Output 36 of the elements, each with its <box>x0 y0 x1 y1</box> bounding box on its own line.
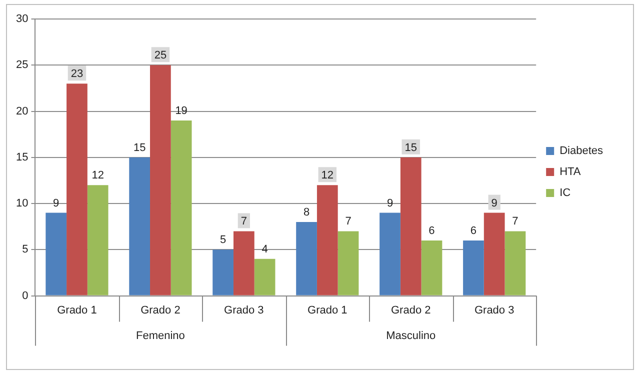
y-tick-label: 0 <box>22 290 28 302</box>
data-label: 15 <box>404 142 417 154</box>
data-label: 6 <box>428 224 435 237</box>
y-tick-label: 25 <box>16 59 28 72</box>
data-label: 12 <box>321 170 334 182</box>
data-label: 9 <box>53 197 60 210</box>
data-label: 7 <box>345 216 352 228</box>
x-tick-label: Grado 3 <box>474 304 514 316</box>
x-tick-label: Grado 1 <box>57 304 97 316</box>
text: Masculino <box>386 330 436 342</box>
data-label: 23 <box>70 68 84 80</box>
data-label: 19 <box>175 105 188 118</box>
legend-label: HTA <box>560 166 582 178</box>
data-label: 9 <box>386 197 394 210</box>
legend-label: IC <box>560 187 571 200</box>
data-label: 15 <box>133 142 146 154</box>
data-label: 4 <box>262 243 268 256</box>
data-label: 5 <box>220 234 226 246</box>
x-tick-label: Grado 2 <box>391 304 431 316</box>
data-label: 6 <box>470 224 477 237</box>
y-tick-label: 15 <box>16 151 28 164</box>
data-label: 8 <box>303 206 310 219</box>
text: Femenino <box>136 330 185 342</box>
data-label: 7 <box>512 216 518 228</box>
y-tick-label: 10 <box>16 198 28 210</box>
y-tick-label: 5 <box>22 244 28 256</box>
x-tick-label: Grado 2 <box>140 304 180 316</box>
y-tick-label: 20 <box>16 105 28 118</box>
x-tick-label: Grado 1 <box>308 304 348 316</box>
legend-label: Diabetes <box>560 145 604 158</box>
data-label: 7 <box>240 216 247 228</box>
x-tick-label: Grado 3 <box>224 304 264 316</box>
data-label: 25 <box>154 50 167 62</box>
data-label: 9 <box>491 197 498 210</box>
data-label: 12 <box>92 170 104 182</box>
y-tick-label: 30 <box>16 13 28 26</box>
